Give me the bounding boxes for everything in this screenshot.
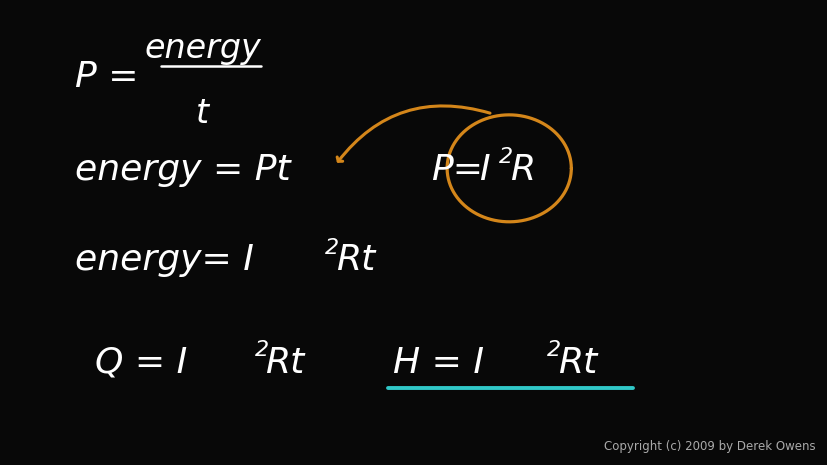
Text: 2: 2 bbox=[325, 238, 339, 258]
Text: R: R bbox=[509, 153, 534, 187]
Text: Rt: Rt bbox=[336, 243, 375, 278]
Text: 2: 2 bbox=[255, 340, 269, 360]
Text: H = I: H = I bbox=[393, 345, 484, 380]
Text: t: t bbox=[196, 98, 209, 130]
Text: I: I bbox=[478, 153, 489, 187]
Text: Copyright (c) 2009 by Derek Owens: Copyright (c) 2009 by Derek Owens bbox=[603, 440, 815, 453]
Text: energy = Pt: energy = Pt bbox=[74, 153, 289, 187]
Text: 2: 2 bbox=[547, 340, 561, 360]
Text: energy= I: energy= I bbox=[74, 243, 253, 278]
Text: Rt: Rt bbox=[265, 345, 304, 380]
Text: P=: P= bbox=[430, 153, 482, 187]
Text: 2: 2 bbox=[499, 146, 513, 167]
Text: Q = I: Q = I bbox=[95, 345, 187, 380]
Text: energy: energy bbox=[144, 33, 261, 65]
Text: Rt: Rt bbox=[557, 345, 596, 380]
Text: P =: P = bbox=[74, 60, 138, 94]
